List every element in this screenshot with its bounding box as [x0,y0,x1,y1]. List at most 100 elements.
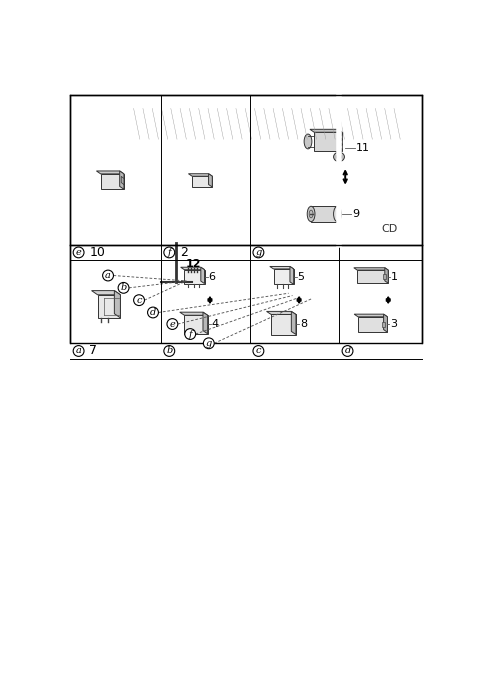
Text: 7: 7 [89,344,97,357]
Polygon shape [314,132,342,151]
Polygon shape [92,291,120,295]
Text: 8: 8 [300,320,307,329]
Polygon shape [87,105,420,335]
Bar [338,135,343,139]
Bar [304,286,315,301]
Polygon shape [184,315,208,334]
Bar [383,274,386,279]
Polygon shape [384,314,387,332]
Polygon shape [97,295,120,318]
Polygon shape [101,174,124,189]
Circle shape [118,282,129,293]
Circle shape [253,346,264,356]
Bar [332,286,343,301]
Bar [311,206,337,221]
Polygon shape [120,171,124,189]
Polygon shape [291,312,296,335]
Polygon shape [270,266,294,269]
Bar [290,286,301,301]
Text: 12: 12 [186,259,201,269]
Text: 11: 11 [356,143,370,153]
Polygon shape [192,176,212,187]
Bar [369,213,409,243]
Bar [286,282,348,320]
Text: g: g [205,339,212,348]
Text: 4: 4 [212,320,218,329]
Bar [186,272,200,289]
Bar [318,286,329,301]
Polygon shape [358,317,387,332]
Polygon shape [130,105,420,139]
Text: a: a [105,271,111,280]
Polygon shape [271,314,296,335]
Circle shape [342,346,353,356]
Text: 6: 6 [208,272,216,282]
Text: g: g [255,248,262,257]
Ellipse shape [167,230,186,241]
Circle shape [164,247,175,258]
Circle shape [253,247,264,258]
Circle shape [73,346,84,356]
Bar [292,219,355,242]
Circle shape [133,295,144,306]
Circle shape [206,170,252,216]
Circle shape [164,346,175,356]
Polygon shape [338,129,342,151]
Polygon shape [201,268,204,284]
Polygon shape [91,289,417,344]
Circle shape [147,307,158,318]
Polygon shape [184,270,204,284]
Polygon shape [180,312,208,315]
Polygon shape [354,314,387,317]
Text: a: a [76,346,82,356]
Text: 10: 10 [89,246,105,259]
Polygon shape [266,312,296,314]
Text: 9: 9 [352,209,360,219]
Text: c: c [256,346,261,356]
Polygon shape [189,174,212,176]
Text: d: d [150,308,156,317]
Ellipse shape [163,227,190,243]
Bar [292,197,355,214]
Ellipse shape [307,206,315,221]
Text: b: b [120,283,127,293]
Text: e: e [76,248,82,257]
Polygon shape [121,177,124,185]
Ellipse shape [334,152,345,162]
Polygon shape [180,268,204,270]
Text: 3: 3 [390,320,397,329]
Ellipse shape [304,134,312,149]
Circle shape [167,318,178,329]
Bar [382,322,385,327]
Circle shape [165,168,219,223]
Text: e: e [169,320,175,329]
Circle shape [300,225,309,235]
Polygon shape [96,171,124,174]
Circle shape [73,247,84,258]
Bar [338,140,343,143]
Text: f: f [188,329,192,339]
Text: b: b [166,346,172,356]
Ellipse shape [309,210,313,218]
Text: d: d [345,346,351,356]
Polygon shape [385,268,388,283]
Polygon shape [354,268,388,270]
Text: c: c [136,295,142,305]
Polygon shape [209,174,212,187]
Ellipse shape [336,155,342,159]
Polygon shape [310,129,342,132]
Text: 1: 1 [391,272,397,282]
Circle shape [204,338,214,349]
Polygon shape [357,270,388,283]
Bar [288,189,359,282]
Circle shape [185,329,196,340]
Polygon shape [114,291,120,318]
Bar [70,95,422,344]
Polygon shape [203,312,208,334]
Circle shape [103,270,113,281]
Bar [338,145,343,147]
Text: 5: 5 [298,272,304,282]
Ellipse shape [161,158,262,227]
Polygon shape [274,269,294,285]
Circle shape [211,175,247,211]
